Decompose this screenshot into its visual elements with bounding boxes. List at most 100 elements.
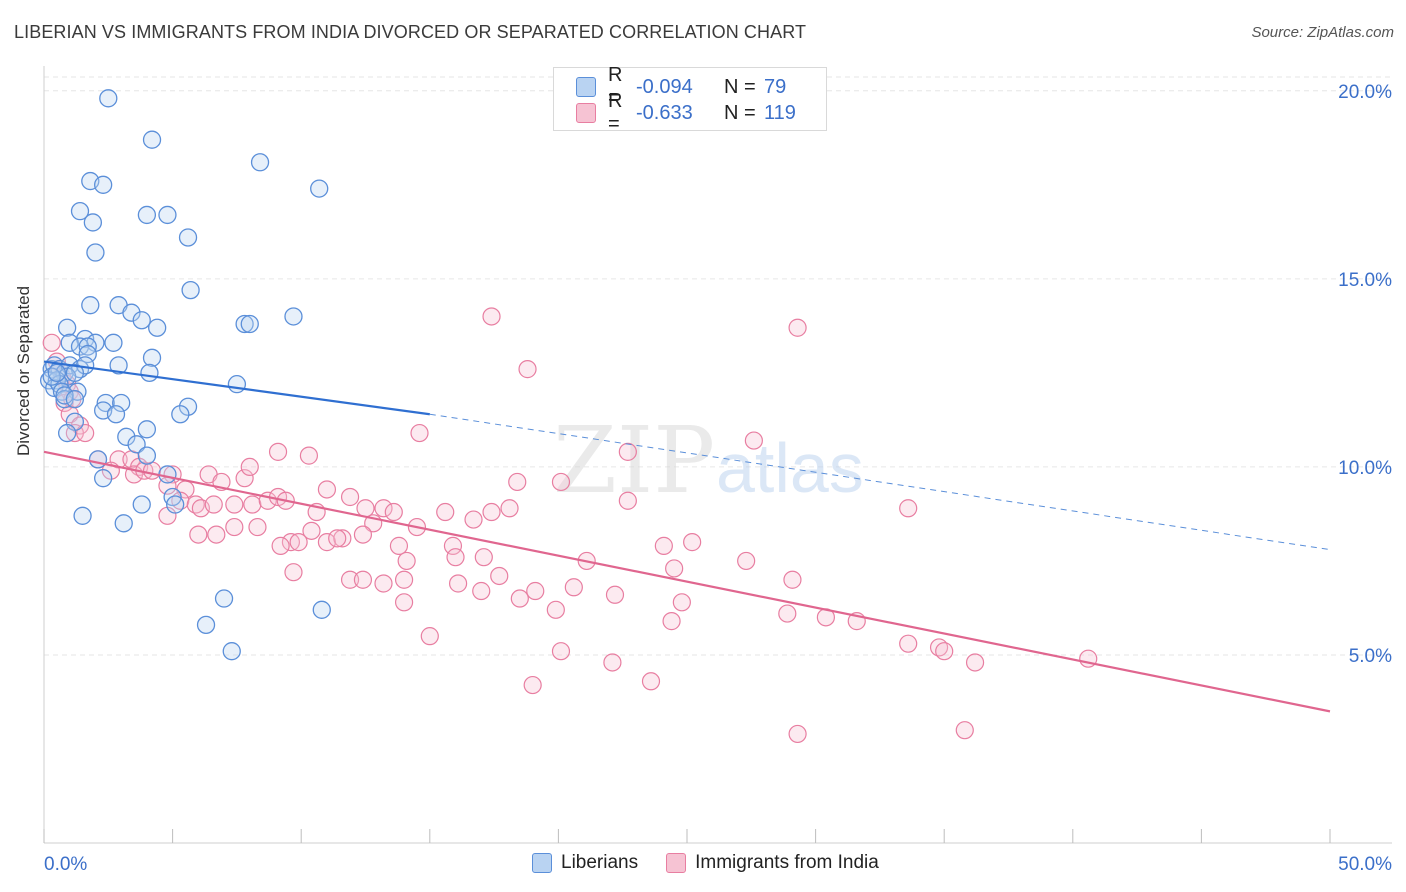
liberian-point	[158, 465, 177, 484]
liberian-point	[158, 205, 177, 225]
chart-title: LIBERIAN VS IMMIGRANTS FROM INDIA DIVORC…	[14, 22, 807, 42]
india-point	[564, 578, 583, 597]
india-point	[271, 536, 290, 555]
liberian-point	[137, 446, 157, 465]
india-point	[42, 333, 61, 352]
india-point	[546, 600, 565, 619]
liberians-trend-line	[43, 360, 430, 416]
india-point	[204, 495, 223, 514]
india-point	[683, 533, 702, 552]
series-legend-india: Immigrants from India	[666, 852, 879, 874]
india-point	[482, 307, 501, 326]
legend-r-value: -0.633	[636, 101, 693, 124]
india-point	[384, 502, 403, 522]
india-point	[302, 521, 321, 540]
india-point	[464, 510, 483, 529]
india-point	[353, 570, 373, 589]
india-point	[356, 499, 375, 518]
liberian-point	[148, 318, 167, 337]
liberians-trend-extension	[429, 413, 1331, 551]
india-point	[899, 634, 918, 653]
india-point	[899, 499, 918, 518]
india-point	[225, 517, 244, 537]
axes	[43, 66, 1392, 844]
liberian-point	[142, 130, 162, 149]
india-point	[551, 472, 571, 492]
india-point	[446, 548, 465, 567]
india-point	[551, 642, 571, 661]
india-point	[317, 480, 337, 499]
series-legend: Liberians Immigrants from India	[532, 852, 907, 874]
legend-r-value: -0.094	[636, 75, 693, 98]
india-point	[340, 487, 360, 507]
liberian-point	[60, 333, 79, 352]
liberian-point	[122, 303, 141, 322]
legend-n-label: N =	[724, 75, 756, 98]
liberian-point	[70, 202, 90, 221]
india-point	[248, 517, 267, 537]
liberian-point	[178, 228, 198, 247]
liberian-point	[78, 344, 97, 364]
liberian-point	[171, 405, 190, 424]
y-tick-label: 15.0%	[1338, 270, 1392, 291]
india-point	[500, 499, 519, 518]
liberian-point	[94, 469, 113, 488]
correlation-legend: R = -0.094 N = 79 R = -0.633 N = 119	[553, 64, 827, 135]
india-point	[243, 495, 262, 514]
liberian-point	[86, 243, 105, 262]
india-point	[490, 566, 509, 586]
india-point	[353, 525, 373, 544]
series-swatch-liberians	[532, 853, 552, 873]
legend-row-india: R = -0.633 N = 119	[576, 90, 796, 135]
liberian-point	[55, 386, 74, 405]
liberian-point	[99, 89, 118, 108]
india-point	[518, 360, 537, 379]
legend-n-value: 119	[764, 101, 796, 124]
india-point	[672, 593, 691, 612]
liberian-point	[47, 363, 67, 383]
india-point	[448, 574, 468, 593]
india-point	[472, 581, 491, 601]
liberian-point	[196, 615, 216, 635]
india-point	[436, 502, 455, 522]
y-tick-label: 5.0%	[1349, 646, 1392, 667]
liberian-point	[65, 390, 85, 409]
india-point	[317, 533, 337, 552]
india-trend-line	[43, 450, 1331, 713]
series-label-liberians: Liberians	[561, 852, 639, 873]
india-point	[605, 585, 625, 604]
liberian-point	[106, 405, 126, 424]
legend-r-label: R =	[608, 90, 623, 135]
india-point	[443, 536, 463, 555]
india-point	[225, 495, 244, 514]
series-swatch-india	[666, 853, 687, 873]
india-point	[641, 672, 661, 691]
legend-n-value: 79	[764, 75, 787, 98]
india-point	[333, 529, 352, 548]
liberian-point	[88, 450, 108, 469]
india-point	[281, 533, 301, 552]
india-point	[778, 604, 797, 623]
india-point	[474, 548, 493, 567]
tick-labels: 5.0% 10.0% 15.0% 20.0% 0.0% 50.0%	[44, 82, 1392, 875]
india-point	[482, 502, 501, 522]
liberian-point	[310, 179, 329, 198]
india-point	[955, 721, 974, 740]
liberian-point	[117, 427, 136, 446]
liberian-point	[83, 213, 103, 232]
liberian-point	[112, 393, 131, 413]
series-label-india: Immigrants from India	[695, 852, 879, 873]
india-point	[788, 318, 807, 337]
india-points	[42, 307, 1098, 744]
india-point	[235, 469, 254, 488]
india-point	[374, 499, 393, 518]
india-point	[299, 446, 319, 465]
liberian-point	[57, 318, 77, 337]
liberian-point	[137, 205, 157, 225]
legend-row-liberians: R = -0.094 N = 79	[576, 64, 787, 109]
liberian-point	[78, 337, 97, 356]
india-point	[394, 570, 414, 589]
liberian-point	[222, 642, 241, 661]
liberian-point	[227, 375, 247, 394]
